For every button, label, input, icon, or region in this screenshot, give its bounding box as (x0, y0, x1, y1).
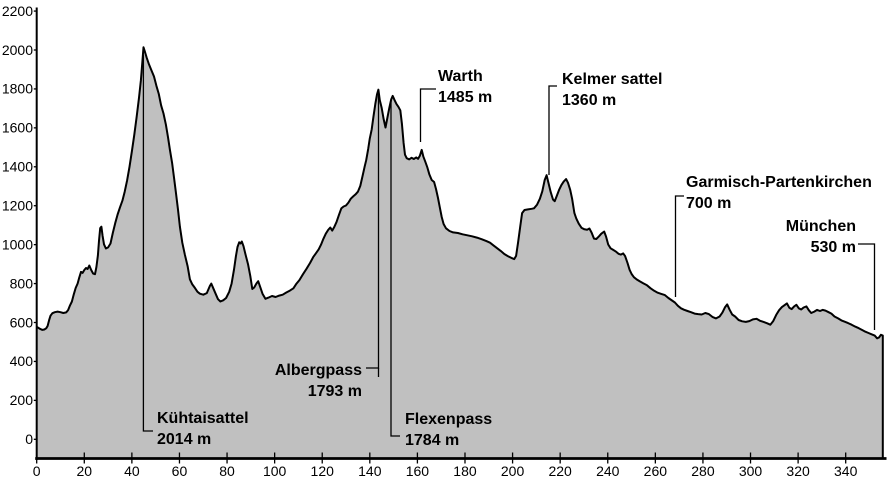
x-tick-label-280: 280 (691, 463, 715, 479)
x-tick-label-260: 260 (644, 463, 668, 479)
annotation-label: Albergpass (274, 362, 362, 379)
y-tick-label-1200: 1200 (2, 198, 33, 214)
y-tick-label-2200: 2200 (2, 3, 33, 19)
annotation-value: 1360 m (562, 92, 617, 109)
x-tick-label-100: 100 (263, 463, 287, 479)
y-tick-label-1800: 1800 (2, 81, 33, 97)
y-tick-label-1400: 1400 (2, 159, 33, 175)
annotation-label: Warth (438, 68, 483, 85)
x-tick-label-200: 200 (501, 463, 525, 479)
annotation-albergpass: Albergpass 1793 m (275, 360, 362, 402)
annotation-value: 530 m (810, 239, 856, 256)
x-tick-label-0: 0 (33, 463, 41, 479)
y-tick-label-1600: 1600 (2, 120, 33, 136)
leader-line-6 (858, 243, 876, 330)
y-tick-label-2000: 2000 (2, 42, 33, 58)
leader-line-5 (674, 195, 684, 297)
leader-line-3 (419, 88, 436, 142)
x-tick-label-60: 60 (172, 463, 188, 479)
y-tick-label-400: 400 (10, 353, 34, 369)
x-tick-label-80: 80 (219, 463, 235, 479)
annotation-warth: Warth 1485 m (438, 66, 492, 108)
annotation-label: Garmisch-Partenkirchen (686, 174, 872, 191)
y-tick-label-800: 800 (10, 275, 34, 291)
elevation-outline (36, 46, 884, 459)
annotation-value: 1784 m (405, 432, 460, 449)
elevation-area (36, 47, 883, 459)
annotation-value: 2014 m (157, 431, 212, 448)
annotation-muenchen: München 530 m (786, 216, 856, 258)
x-tick-label-220: 220 (548, 463, 572, 479)
x-tick-label-180: 180 (453, 463, 477, 479)
x-tick-label-140: 140 (358, 463, 382, 479)
annotation-label: Flexenpass (405, 411, 493, 428)
annotation-label: Kühtaisattel (157, 410, 249, 427)
annotation-label: Kelmer sattel (562, 71, 663, 88)
y-tick-label-1000: 1000 (2, 236, 33, 252)
annotation-flexenpass: Flexenpass 1784 m (405, 409, 492, 451)
annotation-value: 700 m (686, 195, 732, 212)
x-tick-label-340: 340 (834, 463, 858, 479)
leader-line-2 (390, 101, 400, 437)
x-tick-label-320: 320 (786, 463, 810, 479)
x-tick-label-160: 160 (406, 463, 430, 479)
x-tick-label-120: 120 (311, 463, 335, 479)
annotation-kelmer-sattel: Kelmer sattel 1360 m (562, 69, 663, 111)
annotation-garmisch-partenkirchen: Garmisch-Partenkirchen 700 m (686, 172, 872, 214)
leader-line-0 (142, 55, 153, 432)
leader-line-4 (548, 85, 557, 175)
x-tick-label-40: 40 (124, 463, 140, 479)
annotation-kuehtaisattel: Kühtaisattel 2014 m (157, 408, 249, 450)
y-tick-label-0: 0 (25, 431, 33, 447)
x-tick-label-240: 240 (596, 463, 620, 479)
x-tick-label-20: 20 (76, 463, 92, 479)
annotation-value: 1485 m (438, 89, 493, 106)
y-tick-label-600: 600 (10, 314, 34, 330)
x-tick-label-300: 300 (739, 463, 763, 479)
annotation-label: München (785, 218, 856, 235)
y-tick-label-200: 200 (10, 392, 34, 408)
annotation-value: 1793 m (307, 383, 362, 400)
